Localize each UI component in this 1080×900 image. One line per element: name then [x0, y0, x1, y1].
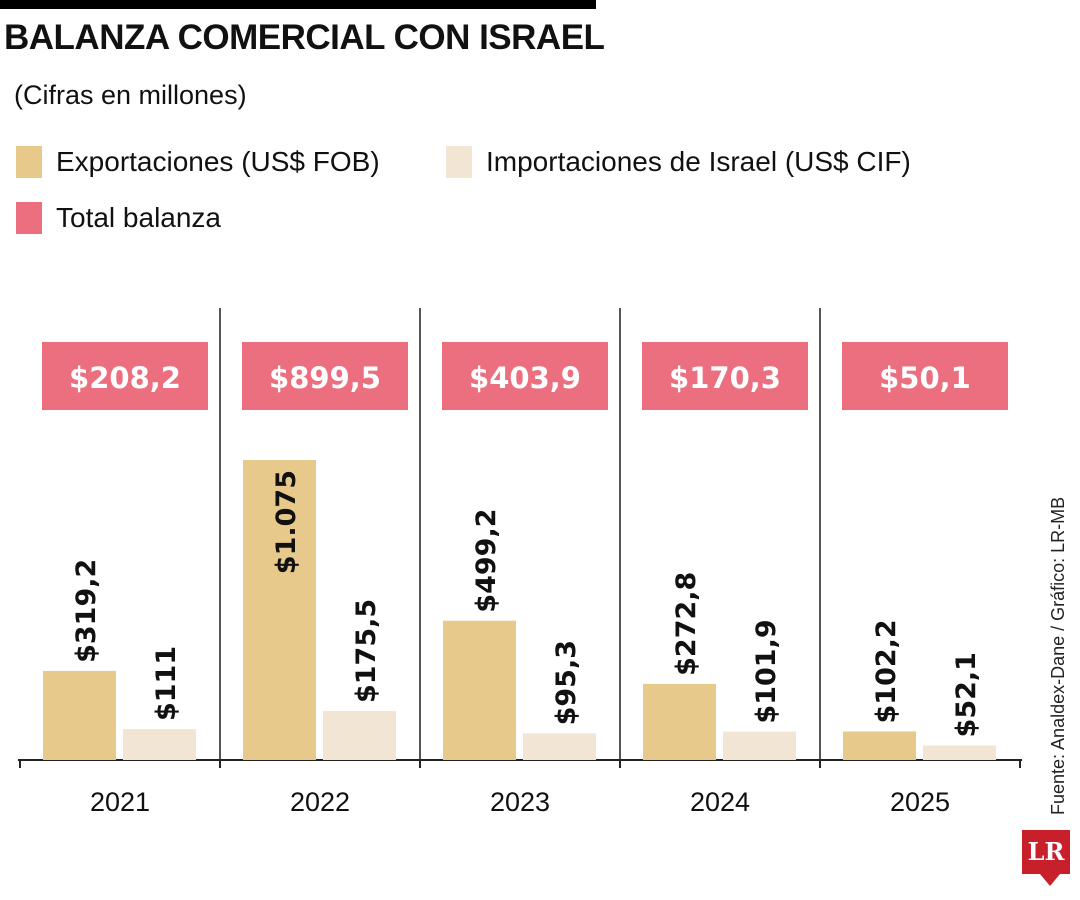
export-value-label: $499,2	[471, 508, 502, 612]
legend-item-imports: Importaciones de Israel (US$ CIF)	[446, 146, 911, 178]
export-value-label: $319,2	[71, 559, 102, 663]
x-tick-label: 2024	[690, 787, 750, 817]
export-value-label: $272,8	[671, 572, 702, 676]
legend-swatch-exports	[16, 146, 42, 178]
export-bar	[643, 683, 716, 760]
legend-item-total: Total balanza	[16, 202, 221, 234]
export-bar	[243, 460, 316, 760]
import-value-label: $101,9	[751, 619, 782, 723]
import-bar	[723, 731, 796, 760]
x-tick-label: 2023	[490, 787, 550, 817]
total-label: $403,9	[469, 361, 581, 395]
import-bar	[923, 745, 996, 760]
import-value-label: $52,1	[951, 652, 982, 737]
x-tick-label: 2022	[290, 787, 350, 817]
legend-swatch-total	[16, 202, 42, 234]
export-bar	[443, 620, 516, 760]
total-label: $208,2	[69, 361, 181, 395]
x-tick-label: 2021	[90, 787, 150, 817]
total-label: $899,5	[269, 361, 381, 395]
source-note: Fuente: Analdex-Dane / Gráfico: LR-MB	[1048, 497, 1068, 815]
legend-label-exports: Exportaciones (US$ FOB)	[56, 146, 380, 177]
export-value-label: $1.075	[271, 470, 302, 574]
top-rule	[0, 0, 596, 9]
x-tick-label: 2025	[890, 787, 950, 817]
import-bar	[323, 711, 396, 760]
legend-label-imports: Importaciones de Israel (US$ CIF)	[486, 146, 911, 177]
import-value-label: $175,5	[351, 599, 382, 703]
total-box	[242, 342, 408, 410]
total-box	[642, 342, 808, 410]
import-bar	[523, 733, 596, 760]
legend-swatch-imports	[446, 146, 472, 178]
chart-title: BALANZA COMERCIAL CON ISRAEL	[4, 18, 605, 57]
legend-item-exports: Exportaciones (US$ FOB)	[16, 146, 380, 178]
export-bar	[843, 731, 916, 760]
export-value-label: $102,2	[871, 619, 902, 723]
export-bar	[43, 670, 116, 760]
total-box	[42, 342, 208, 410]
total-label: $170,3	[669, 361, 781, 395]
import-value-label: $111	[151, 646, 182, 721]
legend-label-total: Total balanza	[56, 202, 222, 233]
import-value-label: $95,3	[551, 640, 582, 725]
import-bar	[123, 729, 196, 760]
total-box	[842, 342, 1008, 410]
chart-subtitle: (Cifras en millones)	[14, 80, 247, 110]
total-label: $50,1	[879, 361, 971, 395]
total-box	[442, 342, 608, 410]
lr-logo: LR	[1022, 830, 1070, 886]
